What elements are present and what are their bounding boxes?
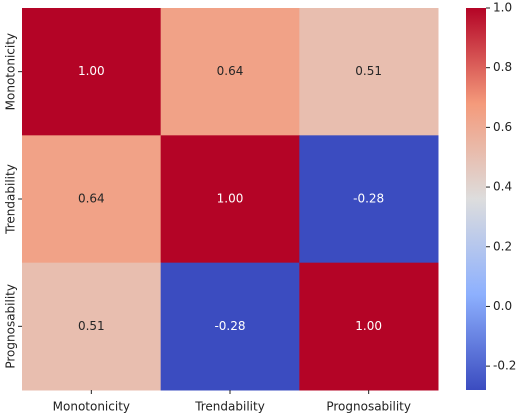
x-tick-label: Monotonicity: [53, 400, 130, 414]
cell-label: 0.51: [355, 64, 382, 78]
heatmap-cell: [160, 8, 300, 136]
heatmap-cell: [160, 135, 300, 264]
colorbar-tick-label: 1.0: [493, 1, 512, 15]
heatmap-cell: [299, 262, 439, 391]
colorbar-tick-label: 0.6: [493, 120, 512, 134]
colorbar-tick-label: 0.2: [493, 239, 512, 253]
cell-label: 0.64: [78, 192, 105, 206]
cell-label: 0.64: [217, 64, 244, 78]
y-tick-label: Trendability: [4, 164, 18, 235]
cell-label: -0.28: [214, 319, 245, 333]
colorbar-tick-label: -0.2: [493, 359, 516, 373]
cell-label: 1.00: [217, 192, 244, 206]
x-tick-label: Trendability: [194, 400, 265, 414]
x-tick-label: Prognosability: [326, 400, 411, 414]
colorbar: [466, 8, 486, 390]
heatmap-cell: [22, 8, 162, 136]
heatmap-cell: [299, 8, 439, 136]
heatmap-cell: [160, 262, 300, 391]
colorbar-tick-label: 0.8: [493, 60, 512, 74]
y-tick-label: Prognosability: [4, 284, 18, 369]
cell-label: 1.00: [78, 64, 105, 78]
heatmap-cell: [22, 135, 162, 264]
heatmap-cell: [299, 135, 439, 264]
cell-label: 1.00: [355, 319, 382, 333]
colorbar-tick-label: 0.0: [493, 299, 512, 313]
cell-label: 0.51: [78, 319, 105, 333]
colorbar-tick-label: 0.4: [493, 180, 512, 194]
y-tick-label: Monotonicity: [4, 33, 18, 110]
cell-label: -0.28: [353, 192, 384, 206]
heatmap-cell: [22, 262, 162, 391]
